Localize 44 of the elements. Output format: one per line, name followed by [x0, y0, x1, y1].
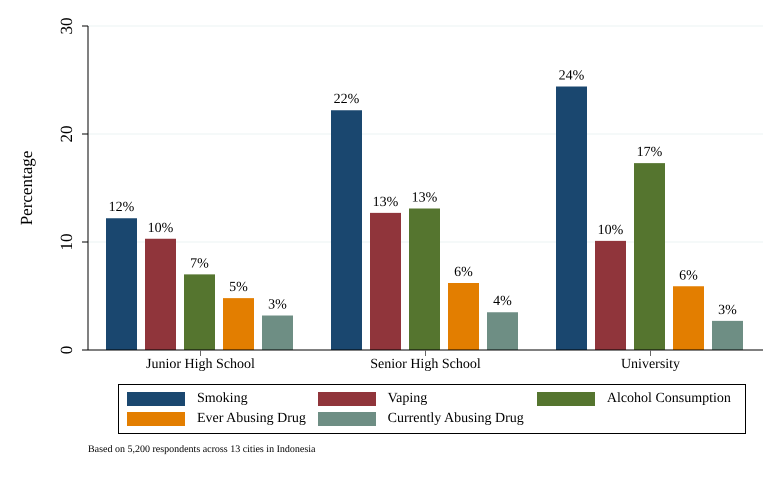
- data-label: 6%: [454, 265, 474, 280]
- x-tick-label: Senior High School: [370, 356, 481, 372]
- legend-label: Alcohol Consumption: [606, 391, 731, 407]
- data-label: 12%: [108, 200, 135, 216]
- y-axis-title: Percentage: [17, 150, 36, 226]
- bar: [556, 86, 587, 350]
- bar: [487, 312, 518, 350]
- x-tick-label: Junior High School: [146, 356, 256, 372]
- data-label: 10%: [598, 222, 624, 238]
- bar: [712, 320, 743, 350]
- bar: [223, 298, 254, 350]
- y-tick-label: 0: [57, 346, 76, 354]
- bar: [634, 163, 665, 350]
- bar: [595, 240, 626, 350]
- bar: [106, 218, 137, 350]
- legend-label: Smoking: [197, 391, 248, 407]
- bar: [448, 283, 479, 350]
- y-tick-label: 10: [57, 234, 76, 250]
- data-label: 3%: [718, 302, 738, 318]
- y-tick-label: 20: [57, 126, 76, 142]
- data-label: 22%: [334, 92, 360, 108]
- legend-label: Currently Abusing Drug: [388, 411, 524, 427]
- bar: [184, 274, 215, 350]
- bar: [262, 315, 293, 350]
- data-label: 5%: [229, 280, 248, 296]
- data-label: 4%: [493, 294, 512, 310]
- data-label: 13%: [412, 190, 438, 206]
- bar: [673, 286, 704, 350]
- data-label: 10%: [148, 220, 174, 236]
- bar: [370, 212, 401, 350]
- data-label: 3%: [268, 297, 288, 312]
- data-label: 17%: [636, 145, 663, 160]
- y-tick-label: 30: [57, 18, 76, 34]
- data-label: 6%: [679, 268, 698, 284]
- x-tick-label: University: [620, 356, 680, 372]
- text: Based on 5,200 respondents across 13 cities in Indonesia: [88, 444, 316, 455]
- bar: [409, 208, 440, 350]
- data-label: 13%: [372, 194, 399, 210]
- legend-label: Ever Abusing Drug: [197, 411, 306, 427]
- bar: [145, 238, 176, 350]
- data-label: 7%: [190, 256, 210, 272]
- legend-label: Vaping: [388, 391, 428, 407]
- bar: [331, 110, 362, 350]
- data-label: 24%: [558, 68, 585, 84]
